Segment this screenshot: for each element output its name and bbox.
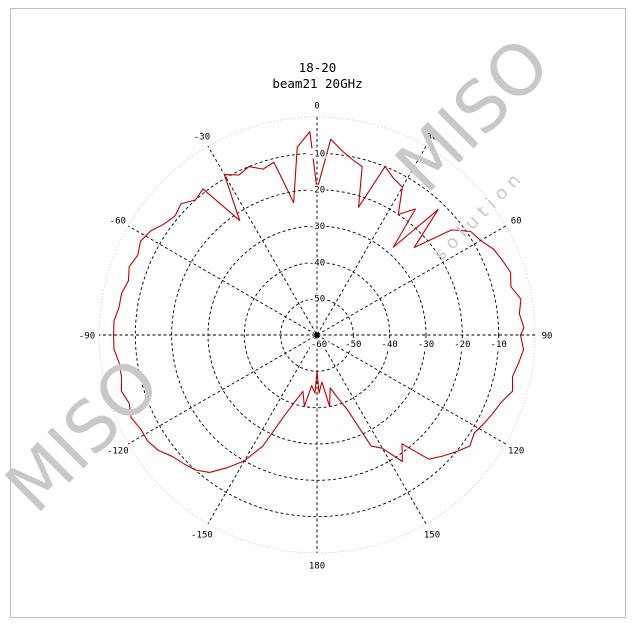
chart-frame	[10, 8, 626, 618]
radial-tick-label: -40	[309, 258, 325, 268]
pattern-trace	[112, 131, 525, 473]
angle-tick-label: 60	[511, 217, 522, 227]
angle-tick-label: 30	[427, 132, 438, 142]
radial-tick-bg	[489, 339, 508, 349]
radial-tick-bg	[416, 339, 436, 349]
radial-tick-bg	[453, 339, 472, 349]
angle-tick-label: -150	[191, 531, 213, 541]
angle-tick-label: 150	[424, 531, 440, 541]
radial-tick-label: -20	[454, 340, 470, 350]
radial-tick-bg	[307, 293, 327, 304]
radial-tick-bg	[380, 339, 399, 349]
radial-tick-label: -50	[309, 295, 325, 305]
angle-tick-label: 90	[542, 332, 553, 342]
radial-tick-bg	[307, 148, 327, 159]
angle-tick-label: -60	[110, 217, 126, 227]
center-dot	[314, 332, 320, 338]
grid-spoke	[127, 225, 507, 445]
radial-tick-label: -30	[418, 340, 434, 350]
radial-tick-label: -60	[311, 340, 327, 350]
radial-tick-bg	[344, 339, 363, 349]
angle-tick-label: 180	[309, 562, 325, 572]
chart-title: 18-20	[298, 60, 337, 75]
radial-tick-label: -10	[491, 340, 507, 350]
radial-tick-label: -40	[382, 340, 398, 350]
angle-tick-label: 120	[508, 447, 524, 457]
radial-tick-label: -10	[309, 149, 325, 159]
chart-subtitle: beam21 20GHz	[272, 76, 363, 91]
radial-tick-bg	[307, 184, 327, 195]
grid-spoke	[127, 225, 507, 445]
angle-tick-label: -120	[107, 447, 129, 457]
grid-ring	[134, 152, 500, 518]
angle-tick-label: -90	[79, 332, 95, 342]
radial-tick-label: -30	[309, 222, 325, 232]
radial-tick-bg	[307, 221, 327, 231]
grid-spoke	[207, 145, 427, 525]
radial-tick-label: -20	[309, 186, 325, 196]
angle-tick-label: 0	[314, 102, 319, 112]
radial-tick-bg	[307, 257, 327, 268]
radial-tick-bg	[309, 339, 329, 349]
angle-tick-label: -30	[194, 132, 210, 142]
radial-tick-label: -50	[345, 340, 361, 350]
tick-labels: 0 30 60 90 120 150 180 -150 -120 -90 -60 -30 -10 -20 -…	[79, 102, 553, 572]
series-layer	[112, 131, 525, 473]
